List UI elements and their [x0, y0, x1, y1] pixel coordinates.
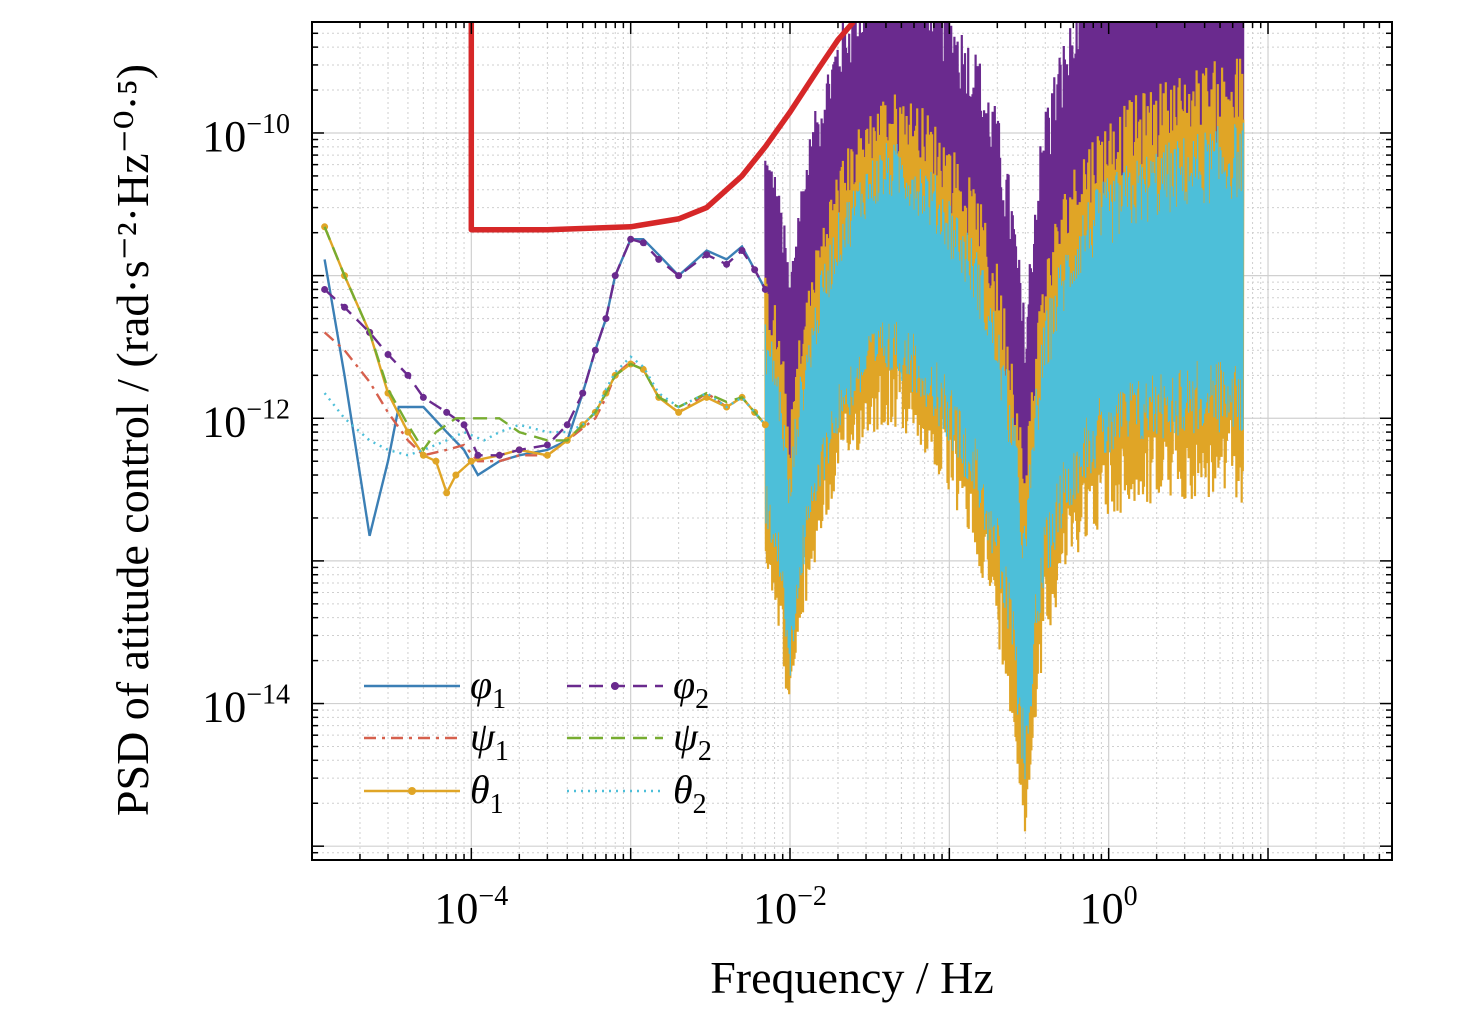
legend: φ1 φ2 ψ1 ψ2 θ1 θ2	[364, 662, 712, 820]
plot-content	[321, 22, 1245, 832]
noise-band-inner	[764, 122, 1244, 780]
plot-area	[321, 22, 1245, 832]
series-point	[543, 441, 551, 449]
series-point	[703, 251, 711, 259]
series-point	[761, 421, 769, 429]
series-point	[761, 285, 769, 293]
series-point	[602, 315, 610, 323]
noise-band-low	[764, 58, 1245, 832]
series-point	[495, 451, 503, 459]
x-tick-label: 10−2	[753, 881, 827, 933]
series-point	[723, 260, 731, 268]
legend-marker	[611, 682, 619, 690]
series-point	[321, 285, 329, 293]
legend-label: θ2	[673, 767, 707, 820]
legend-label: ψ2	[673, 714, 712, 767]
series-point	[452, 471, 460, 479]
legend-marker	[408, 787, 416, 795]
legend-label: φ2	[673, 662, 709, 715]
legend-label: ψ1	[470, 714, 509, 767]
series-point	[591, 346, 599, 354]
series-point	[474, 451, 482, 459]
series-point	[443, 489, 451, 497]
series-point	[543, 451, 551, 459]
series-point	[404, 371, 412, 379]
series-point	[467, 457, 475, 465]
x-tick-labels: 10−4 10−2 100	[434, 881, 1137, 933]
series-point	[579, 389, 587, 397]
legend-label: φ1	[470, 662, 506, 715]
series-point	[460, 421, 468, 429]
series-point	[655, 255, 663, 263]
series-line-3	[323, 237, 767, 457]
series-point	[611, 272, 619, 280]
series-point	[563, 421, 571, 429]
series-point	[419, 451, 427, 459]
series-point	[639, 239, 647, 247]
series-line-0	[323, 238, 767, 537]
series-point	[627, 235, 635, 243]
x-tick-label: 10−4	[434, 881, 508, 933]
series-point	[751, 266, 759, 274]
series-point	[443, 408, 451, 416]
series-point	[675, 272, 683, 280]
y-tick-label: 10−12	[202, 394, 290, 446]
series-point	[675, 408, 683, 416]
series-line-4	[323, 226, 767, 453]
series-point	[404, 428, 412, 436]
series-point	[432, 457, 440, 465]
y-axis-title: PSD of atitude control / (rad·s⁻²·Hz⁻⁰·⁵…	[107, 64, 158, 816]
series-point	[515, 446, 523, 454]
y-tick-label: 10−10	[202, 109, 290, 161]
axis-ticks	[311, 21, 1393, 861]
limit-curve	[468, 22, 856, 233]
series-point	[384, 350, 392, 358]
x-axis-title: Frequency / Hz	[710, 952, 994, 1003]
series-point	[341, 303, 349, 311]
x-tick-label: 100	[1080, 881, 1138, 933]
legend-label: θ1	[470, 767, 504, 820]
y-tick-label: 10−14	[202, 680, 290, 732]
series-point	[738, 247, 746, 255]
series-point	[419, 393, 427, 401]
y-tick-labels: 10−10 10−12 10−14	[202, 109, 290, 732]
